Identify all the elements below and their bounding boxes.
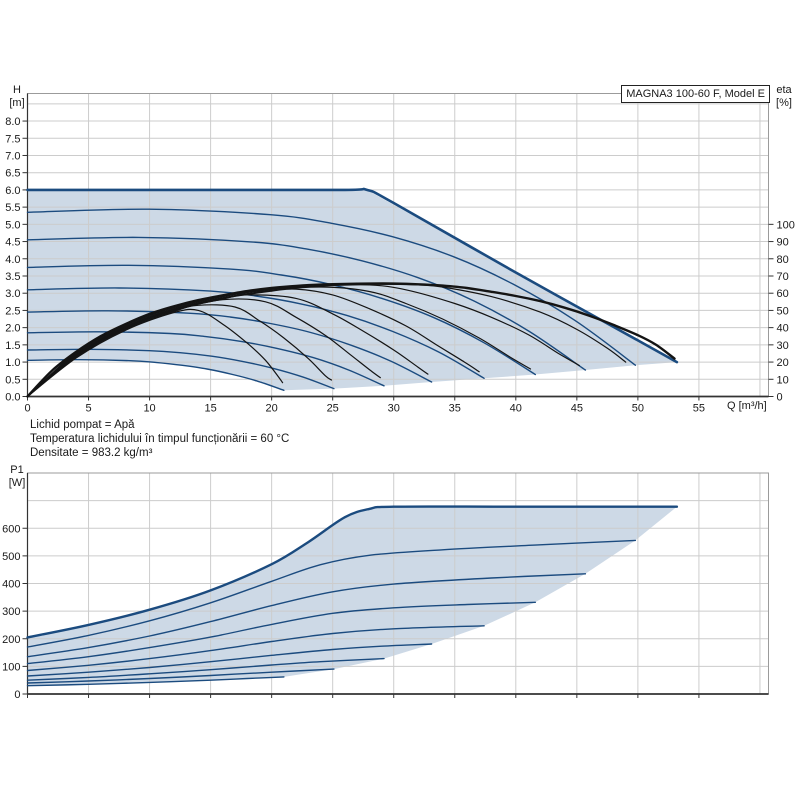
- eta-tick-label: 20: [777, 357, 789, 369]
- min-speed-curve: [26, 358, 285, 391]
- speed-curve-5: [26, 287, 485, 379]
- eta-tick-label: 40: [777, 323, 789, 335]
- liquid-annotations: Lichid pompat = Apă Temperatura lichidul…: [30, 419, 289, 460]
- efficiency-curve-3: [26, 284, 580, 398]
- y-tick-label: 400: [2, 579, 20, 591]
- p1-axis-unit: [W]: [8, 477, 26, 489]
- tick-labels: 0 5 10 15 20 25 30 35 40 45 50 55 0.0 0.5 1.0 1.5 2.0 2.5…: [5, 116, 795, 414]
- eta-tick-label: 70: [777, 271, 789, 283]
- y-tick-label: 0.5: [5, 374, 20, 386]
- efficiency-curve-7: [26, 298, 381, 398]
- grid: [27, 473, 769, 694]
- y-tick-label: 8.0: [5, 116, 20, 128]
- power-curve-min: [26, 676, 285, 687]
- efficiency-curve-6: [26, 294, 429, 398]
- y-tick-label: 3.0: [5, 288, 20, 300]
- efficiency-curve-min: [26, 308, 284, 398]
- power-curve-5: [26, 625, 485, 672]
- y-tick-label: 4.5: [5, 237, 20, 249]
- y-tick-label: 600: [2, 523, 20, 535]
- y-tick-label: 4.0: [5, 254, 20, 266]
- eta-tick-label: 60: [777, 288, 789, 300]
- eta-tick-label: 10: [777, 374, 789, 386]
- efficiency-envelope: [26, 282, 676, 398]
- y-tick-label: 0.0: [5, 392, 20, 404]
- efficiency-curve-8: [26, 304, 333, 398]
- y-tick-label: 5.0: [5, 219, 20, 231]
- x-tick-label: 15: [204, 403, 216, 415]
- annotation-liquid-temperature: Temperatura lichidului în timpul funcțio…: [30, 432, 290, 445]
- speed-curve-2: [26, 208, 637, 366]
- y-tick-label: 6.0: [5, 185, 20, 197]
- y-tick-label: 100: [2, 661, 20, 673]
- power-curve-4: [26, 601, 536, 665]
- y-tick-label: 5.5: [5, 202, 20, 214]
- y-tick-label: 200: [2, 634, 20, 646]
- y-tick-label: 6.5: [5, 168, 20, 180]
- speed-curve-4: [26, 264, 536, 376]
- p1-axis-title: P1 [W]: [2, 464, 32, 490]
- power-curve-6: [26, 643, 433, 677]
- power-curve-8: [26, 668, 335, 684]
- eta-tick-label: 90: [777, 237, 789, 249]
- speed-curve-3: [26, 236, 587, 371]
- eta-tick-label: 30: [777, 340, 789, 352]
- ticks: [22, 527, 700, 698]
- y-tick-label: 1.0: [5, 357, 20, 369]
- efficiency-curve-5: [26, 288, 480, 398]
- ticks: [22, 120, 774, 401]
- annotation-pumped-liquid: Lichid pompat = Apă: [30, 419, 135, 431]
- y-tick-label: 2.5: [5, 305, 20, 317]
- annotation-density: Densitate = 983.2 kg/m³: [30, 446, 153, 459]
- x-tick-label: 40: [510, 403, 522, 415]
- y-tick-label: 7.0: [5, 150, 20, 162]
- power-curve-3: [26, 573, 587, 658]
- eta-axis-symbol: eta: [776, 84, 792, 96]
- power-chart: 0 100 200 300 400 500 600: [2, 472, 769, 701]
- y-tick-label: 1.5: [5, 340, 20, 352]
- y-tick-label: 0: [14, 689, 20, 701]
- eta-tick-label: 100: [777, 219, 795, 231]
- eta-axis-title: eta [%]: [769, 84, 799, 110]
- power-curve-7: [26, 657, 385, 681]
- efficiency-curve-4: [26, 286, 532, 398]
- qh-chart: 0 5 10 15 20 25 30 35 40 45 50 55 0.0 0.5 1.0 1.5 2.0 2.5…: [5, 93, 795, 415]
- h-axis-unit: [m]: [9, 97, 25, 109]
- tick-labels: 0 100 200 300 400 500 600: [2, 523, 20, 701]
- x-tick-label: 20: [266, 403, 278, 415]
- eta-tick-label: 50: [777, 305, 789, 317]
- pump-model-title: MAGNA3 100-60 F, Model E: [621, 85, 770, 103]
- speed-curve-8: [26, 348, 335, 390]
- operating-range-area: [27, 506, 677, 686]
- power-curve-2: [26, 539, 637, 648]
- q-axis-label: Q [m³/h]: [727, 400, 767, 412]
- eta-tick-label: 80: [777, 254, 789, 266]
- speed-curve-6: [26, 310, 433, 383]
- x-tick-label: 25: [327, 403, 339, 415]
- power-curve-max: [26, 505, 679, 639]
- x-tick-label: 55: [693, 403, 705, 415]
- y-tick-label: 300: [2, 606, 20, 618]
- x-tick-label: 35: [449, 403, 461, 415]
- x-tick-label: 30: [388, 403, 400, 415]
- x-tick-label: 50: [632, 403, 644, 415]
- h-axis-title: H [m]: [2, 84, 32, 110]
- p1-axis-symbol: P1: [10, 464, 24, 476]
- y-tick-label: 500: [2, 551, 20, 563]
- h-axis-symbol: H: [13, 84, 21, 96]
- x-tick-label: 5: [85, 403, 91, 415]
- y-tick-label: 2.0: [5, 323, 20, 335]
- y-tick-label: 3.5: [5, 271, 20, 283]
- x-tick-label: 10: [143, 403, 155, 415]
- x-tick-label: 0: [24, 403, 30, 415]
- eta-axis-unit: [%]: [776, 97, 792, 109]
- y-tick-label: 7.5: [5, 133, 20, 145]
- eta-tick-label: 0: [777, 392, 783, 404]
- x-tick-label: 45: [571, 403, 583, 415]
